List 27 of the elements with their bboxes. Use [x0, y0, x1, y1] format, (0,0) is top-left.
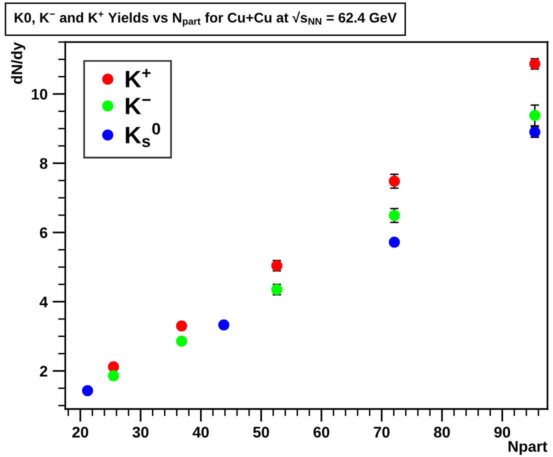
x-tick-label: 30 [132, 426, 148, 438]
point [82, 385, 94, 396]
point [529, 110, 540, 121]
legend-label: K$^{−}$ [126, 98, 151, 114]
point [388, 236, 400, 248]
point [176, 336, 188, 347]
x-axis-title: Npart [508, 441, 548, 455]
chart-title: K0, K$^{−}$ and K$^{+}$ Yields vs N$_{part}$ for Cu+Cu at √s$_{NN}$ = 62.4 GeV [14, 11, 397, 27]
y-tick-label: 2 [40, 366, 48, 376]
x-tick-label: 50 [253, 426, 270, 438]
x-tick-label: 40 [192, 426, 209, 438]
legend-label: K$_{s}$$^{0}$ [126, 122, 160, 148]
y-axis-title: dN/dy [11, 42, 26, 84]
y-tick-label: 4 [40, 296, 48, 308]
point [218, 319, 230, 330]
x-tick-label: 70 [374, 426, 390, 438]
y-tick-label: 6 [40, 227, 48, 238]
x-tick-label: 80 [434, 426, 450, 438]
legend-label: K$^{+}$ [126, 68, 151, 88]
x-tick-label: 60 [313, 426, 330, 438]
point [176, 320, 188, 332]
point [108, 361, 120, 372]
x-tick-label: 20 [72, 426, 88, 438]
y-tick-label: 8 [40, 158, 48, 169]
point [108, 370, 120, 382]
y-tick-label: 10 [32, 88, 48, 100]
x-tick-label: 90 [494, 426, 510, 438]
